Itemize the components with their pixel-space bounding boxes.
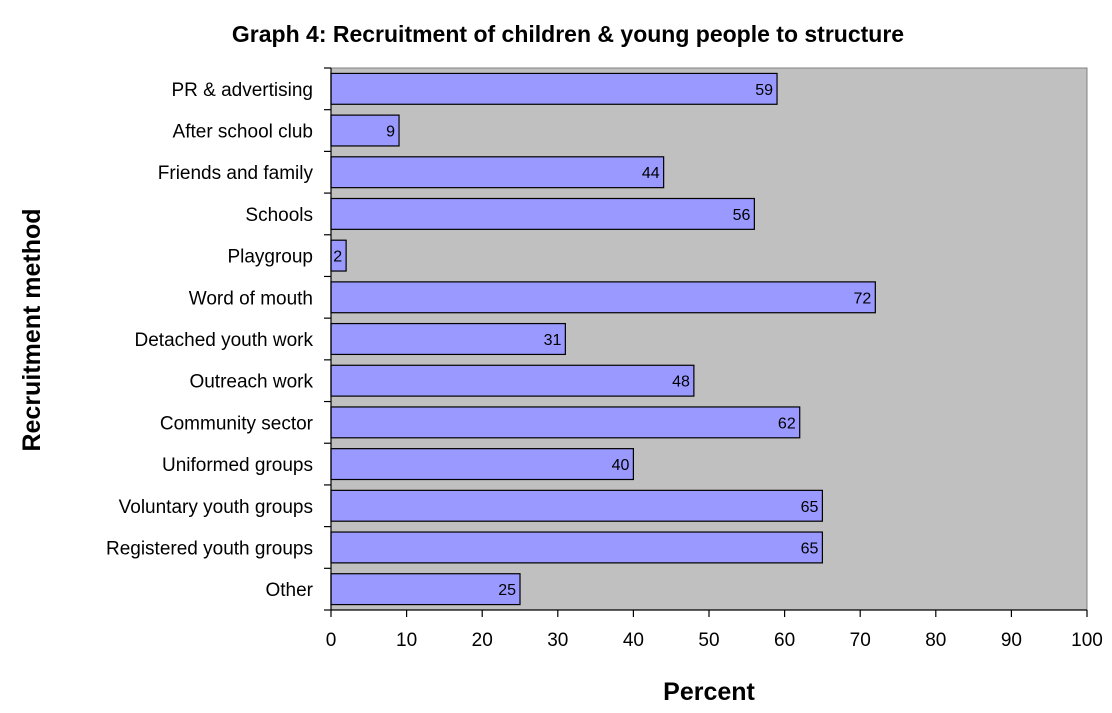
category-label-8: Community sector	[160, 413, 314, 434]
bar-7	[330, 364, 695, 397]
data-label-7: 48	[672, 374, 690, 391]
category-label-11: Registered youth groups	[106, 538, 313, 559]
bar-0	[330, 72, 778, 105]
bar-12	[330, 573, 521, 606]
bar-8	[330, 406, 801, 439]
axes: PR & advertising After school club Friends…	[106, 67, 1103, 651]
x-tick-label-4: 40	[623, 630, 644, 651]
data-label-1: 9	[386, 124, 395, 141]
x-tick-label-2: 20	[472, 630, 493, 651]
category-label-10: Voluntary youth groups	[119, 497, 313, 518]
data-label-11: 65	[801, 540, 819, 557]
category-label-4: Playgroup	[227, 247, 313, 268]
data-label-2: 44	[642, 165, 660, 182]
category-label-6: Detached youth work	[135, 330, 314, 351]
category-label-3: Schools	[245, 205, 313, 226]
data-label-8: 62	[778, 415, 796, 432]
x-tick-label-7: 70	[850, 630, 871, 651]
x-tick-label-5: 50	[698, 630, 719, 651]
category-label-9: Uniformed groups	[162, 455, 313, 476]
y-axis-label: Recruitment method	[18, 208, 46, 451]
category-label-5: Word of mouth	[189, 288, 313, 309]
category-label-12: Other	[265, 580, 313, 601]
bar-10	[330, 489, 823, 522]
x-tick-label-9: 90	[1001, 630, 1022, 651]
data-label-10: 65	[801, 499, 819, 516]
category-label-2: Friends and family	[158, 163, 314, 184]
bar-9	[330, 448, 634, 481]
bars: 59 9 44 56 2 72 31 48 62 40 65 65 25	[330, 72, 876, 606]
x-axis-label: Percent	[663, 678, 755, 706]
x-tick-label-6: 60	[774, 630, 795, 651]
data-label-0: 59	[755, 82, 773, 99]
data-label-5: 72	[854, 290, 872, 307]
chart-title: Graph 4: Recruitment of children & young…	[232, 21, 904, 47]
category-label-0: PR & advertising	[171, 80, 313, 101]
bar-11	[330, 531, 823, 564]
bar-3	[330, 197, 755, 230]
x-tick-label-0: 0	[326, 630, 337, 651]
data-label-4: 2	[333, 249, 342, 266]
data-label-9: 40	[612, 457, 630, 474]
bar-2	[330, 156, 665, 189]
x-tick-label-3: 30	[547, 630, 568, 651]
bar-5	[330, 281, 876, 314]
category-label-1: After school club	[173, 122, 313, 143]
bar-6	[330, 322, 566, 356]
data-label-3: 56	[733, 207, 751, 224]
data-label-6: 31	[544, 332, 562, 349]
x-tick-label-1: 10	[396, 630, 417, 651]
category-label-7: Outreach work	[189, 372, 313, 393]
data-label-12: 25	[498, 582, 516, 599]
x-tick-label-8: 80	[925, 630, 946, 651]
x-tick-label-10: 100	[1071, 630, 1103, 651]
